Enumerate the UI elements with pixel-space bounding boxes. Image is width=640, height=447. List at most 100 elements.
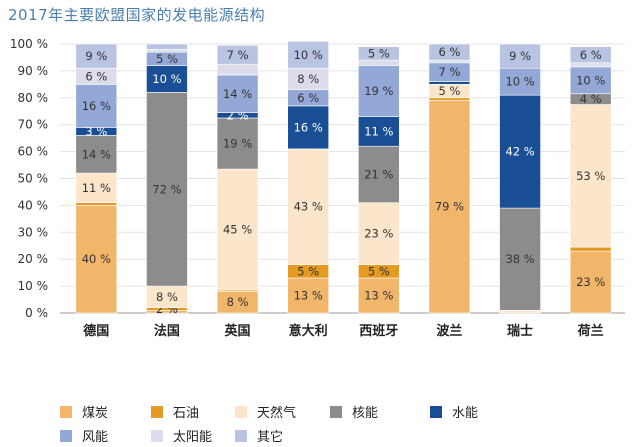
bar-segment — [146, 43, 188, 50]
data-label: 8 % — [227, 295, 249, 309]
legend-item: 水能 — [430, 402, 478, 421]
bar-segment — [216, 74, 259, 113]
bar-segment — [358, 59, 400, 66]
bar-segment — [428, 97, 471, 101]
y-tick-label: 30 % — [18, 225, 49, 239]
data-label: 5 % — [297, 264, 319, 278]
bar-segment — [569, 46, 612, 64]
bar-segment — [569, 250, 612, 314]
legend-item: 太阳能 — [151, 426, 212, 445]
x-category-label: 德国 — [83, 323, 109, 339]
bar-segment — [428, 43, 471, 61]
bar-segment — [216, 63, 259, 76]
legend-swatch — [235, 405, 247, 418]
data-label: 16 % — [82, 99, 111, 113]
legend-item: 核能 — [330, 402, 378, 421]
legend-label: 石油 — [173, 406, 200, 421]
data-label: 10 % — [294, 48, 323, 62]
data-label: 72 % — [152, 182, 181, 196]
data-label: 13 % — [364, 289, 393, 303]
legend-swatch — [235, 429, 247, 442]
bar-segment — [216, 45, 259, 65]
y-tick-label: 70 % — [18, 118, 49, 132]
bar-segment — [499, 94, 541, 209]
legend-item: 风能 — [60, 426, 108, 445]
data-label: 23 % — [364, 227, 393, 241]
bar-segment — [146, 65, 188, 93]
legend-item: 其它 — [235, 426, 283, 445]
data-label: 19 % — [364, 84, 393, 98]
data-label: 40 % — [82, 252, 111, 266]
y-tick-label: 80 % — [18, 91, 49, 105]
data-label: 21 % — [364, 167, 393, 181]
bar-segment — [499, 207, 541, 311]
legend-swatch — [330, 405, 342, 418]
legend-label: 核能 — [352, 406, 379, 421]
bar-segment — [287, 41, 329, 69]
data-label: 6 % — [580, 48, 602, 62]
data-label: 14 % — [82, 147, 111, 161]
bar-segment — [569, 104, 612, 248]
chart-legend: 煤炭 石油 天然气 核能 水能 风能 太阳能 其它 — [60, 402, 620, 446]
data-label: 11 % — [82, 181, 111, 195]
y-tick-label: 0 % — [25, 306, 48, 320]
data-label: 5 % — [368, 46, 390, 60]
legend-swatch — [151, 429, 163, 442]
bar-segment — [569, 66, 612, 95]
data-label: 3 % — [85, 124, 107, 138]
data-label: 13 % — [294, 289, 323, 303]
bar-segment — [358, 145, 400, 204]
bar-segment — [499, 310, 541, 314]
data-label: 5 % — [156, 52, 178, 66]
data-label: 6 % — [85, 69, 107, 83]
data-label: 7 % — [227, 48, 249, 62]
y-tick-label: 60 % — [18, 145, 49, 159]
legend-swatch — [151, 405, 163, 418]
x-category-label: 英国 — [224, 323, 251, 339]
legend-item: 煤炭 — [60, 402, 108, 421]
legend-label: 其它 — [257, 430, 284, 445]
bar-segment — [75, 84, 118, 128]
bar-segment — [358, 65, 400, 117]
data-label: 10 % — [576, 73, 605, 87]
bar-segment — [428, 81, 471, 85]
legend-label: 风能 — [82, 430, 109, 445]
y-tick-label: 10 % — [18, 279, 49, 293]
legend-swatch — [430, 405, 442, 418]
data-label: 9 % — [85, 49, 107, 63]
data-label: 5 % — [368, 264, 390, 278]
bar-segment — [358, 46, 400, 61]
bar-segment — [358, 202, 400, 265]
data-label: 8 % — [297, 72, 319, 86]
bar-segment — [499, 67, 541, 96]
x-category-label: 西班牙 — [359, 323, 398, 339]
bar-segment — [287, 105, 329, 150]
bar-segment — [569, 246, 612, 252]
data-label: 38 % — [505, 252, 534, 266]
data-label: 23 % — [576, 275, 605, 289]
bar-segment — [75, 43, 118, 69]
bar-segment — [146, 92, 188, 287]
legend-item: 石油 — [151, 402, 199, 421]
y-tick-label: 90 % — [18, 64, 49, 78]
data-label: 8 % — [156, 290, 178, 304]
bar-segment — [216, 168, 259, 291]
x-category-label: 意大利 — [289, 323, 328, 339]
bar-segment — [75, 172, 118, 204]
bar-segment — [569, 62, 612, 68]
bar-segment — [358, 277, 400, 314]
x-category-label: 波兰 — [436, 323, 462, 339]
bar-segment — [358, 116, 400, 147]
legend-swatch — [60, 429, 72, 442]
chart-title: 2017年主要欧盟国家的发电能源结构 — [8, 6, 266, 24]
data-label: 16 % — [294, 120, 323, 134]
y-tick-label: 50 % — [18, 172, 49, 186]
legend-label: 煤炭 — [82, 406, 109, 421]
data-label: 9 % — [509, 49, 531, 63]
x-category-label: 瑞士 — [507, 323, 533, 339]
legend-label: 太阳能 — [173, 430, 213, 445]
data-label: 10 % — [505, 75, 534, 89]
legend-label: 水能 — [452, 406, 479, 421]
legend-swatch — [60, 405, 72, 418]
y-tick-label: 40 % — [18, 198, 49, 212]
